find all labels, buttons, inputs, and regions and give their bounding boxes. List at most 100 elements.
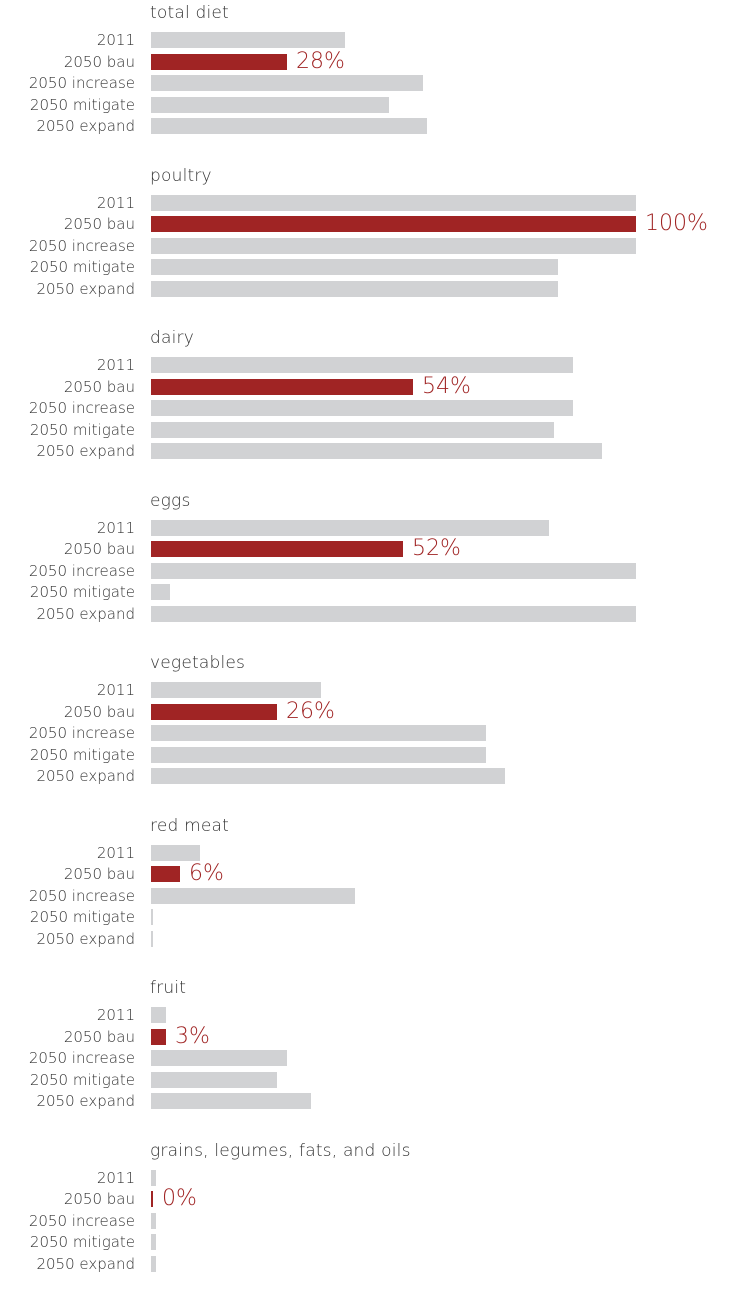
bar-row: 2050 mitigate <box>0 746 729 764</box>
category-label: 2050 increase <box>28 561 135 580</box>
chart-panel: dairy 2011 2050 bau 54% 2050 increase 2050 mi… <box>0 328 729 478</box>
chart-panel: vegetables 2011 2050 bau 26% 2050 increase 20… <box>0 653 729 803</box>
highlight-bar <box>151 1191 153 1207</box>
bar <box>151 1212 156 1229</box>
bar-row: 2011 <box>0 194 729 212</box>
data-label: 0% <box>162 1186 197 1211</box>
category-label: 2011 <box>96 843 135 862</box>
category-label: 2050 expand <box>36 604 135 623</box>
chart-panel: poultry 2011 2050 bau 100% 2050 increase 2050… <box>0 166 729 316</box>
bar-row: 2050 expand <box>0 1255 729 1273</box>
bar-row: 2050 increase <box>0 237 729 255</box>
bar-row: 2050 increase <box>0 887 729 905</box>
category-label: 2011 <box>96 1006 135 1024</box>
bar-row: 2011 <box>0 1169 729 1187</box>
chart-panel: grains, legumes, fats, and oils 2011 2050 … <box>0 1141 729 1291</box>
bar-row: 2011 <box>0 356 729 374</box>
bar <box>151 32 345 48</box>
category-label: 2050 mitigate <box>29 95 135 114</box>
data-label: 100% <box>645 211 708 236</box>
category-label: 2050 bau <box>63 52 135 71</box>
category-label: 2050 expand <box>36 767 135 785</box>
bar <box>151 237 636 254</box>
category-label: 2011 <box>96 681 135 699</box>
bar-row: 2050 expand <box>0 605 729 623</box>
chart-panel: red meat 2011 2050 bau 6% 2050 increase 2050 … <box>0 816 729 966</box>
data-label: 6% <box>189 861 224 886</box>
highlight-bar <box>151 1028 166 1045</box>
chart-panel: total diet 2011 2050 bau 28% 2050 increase 20… <box>0 3 729 153</box>
category-label: 2050 expand <box>36 442 135 460</box>
category-label: 2050 mitigate <box>29 420 135 439</box>
bar-row: 2050 increase <box>0 399 729 417</box>
category-label: 2050 mitigate <box>29 583 135 601</box>
panel-title: total diet <box>150 3 229 23</box>
bar <box>151 75 423 91</box>
bar-row: 2050 mitigate <box>0 421 729 439</box>
category-label: 2050 mitigate <box>29 258 135 276</box>
bar-row: 2050 expand <box>0 280 729 298</box>
bar-row: 2050 increase <box>0 1212 729 1230</box>
category-label: 2050 bau <box>63 377 135 396</box>
category-label: 2050 mitigate <box>29 1070 135 1089</box>
highlight-bar <box>151 703 277 720</box>
bar <box>151 1093 311 1109</box>
bar-row: 2050 bau 100% <box>0 211 729 236</box>
bar <box>151 1234 156 1250</box>
bar <box>151 605 636 622</box>
bar <box>151 194 636 211</box>
bar <box>151 930 153 947</box>
bar-row: 2050 mitigate <box>0 1071 729 1089</box>
category-label: 2050 bau <box>63 215 135 233</box>
category-label: 2050 bau <box>63 540 135 558</box>
bar <box>151 682 321 698</box>
bar-row: 2050 bau 0% <box>0 1186 729 1211</box>
panel-title: grains, legumes, fats, and oils <box>150 1140 411 1161</box>
bar-row: 2050 expand <box>0 442 729 460</box>
data-label: 54% <box>422 373 471 399</box>
data-label: 3% <box>175 1023 210 1049</box>
data-label: 26% <box>286 698 335 724</box>
panel-title: vegetables <box>150 653 246 673</box>
bar-row: 2050 bau 54% <box>0 373 729 399</box>
bar <box>151 768 505 784</box>
category-label: 2050 increase <box>28 886 135 905</box>
bar <box>151 421 554 438</box>
bar <box>151 844 200 861</box>
bar-row: 2050 increase <box>0 1049 729 1067</box>
bar-row: 2050 expand <box>0 930 729 948</box>
bar <box>151 400 573 416</box>
bar-row: 2011 <box>0 1006 729 1024</box>
bar-row: 2050 bau 3% <box>0 1023 729 1049</box>
bar <box>151 1007 166 1023</box>
bar <box>151 96 389 113</box>
category-label: 2050 increase <box>28 1049 135 1067</box>
bar-row: 2050 bau 28% <box>0 49 729 73</box>
bar-row: 2050 bau 26% <box>0 698 729 724</box>
highlight-bar <box>151 53 287 70</box>
panel-title: dairy <box>150 328 194 348</box>
category-label: 2050 mitigate <box>29 908 135 926</box>
category-label: 2011 <box>96 518 135 537</box>
bar <box>151 118 427 134</box>
bar-row: 2050 increase <box>0 562 729 580</box>
bar-row: 2050 mitigate <box>0 583 729 601</box>
category-label: 2050 expand <box>36 1092 135 1110</box>
bar-row: 2050 expand <box>0 767 729 785</box>
bar-row: 2050 expand <box>0 1092 729 1110</box>
highlight-bar <box>151 378 413 395</box>
panel-title: red meat <box>150 815 229 836</box>
bar-row: 2050 expand <box>0 117 729 135</box>
bar-row: 2050 increase <box>0 724 729 742</box>
bar <box>151 746 486 763</box>
category-label: 2011 <box>96 193 135 212</box>
category-label: 2050 bau <box>63 1190 135 1208</box>
bar-row: 2050 mitigate <box>0 1233 729 1251</box>
bar <box>151 1050 287 1066</box>
category-label: 2050 increase <box>28 236 135 255</box>
category-label: 2050 increase <box>28 1211 135 1230</box>
data-label: 52% <box>412 536 461 561</box>
bar-row: 2011 <box>0 844 729 862</box>
bar <box>151 584 170 600</box>
